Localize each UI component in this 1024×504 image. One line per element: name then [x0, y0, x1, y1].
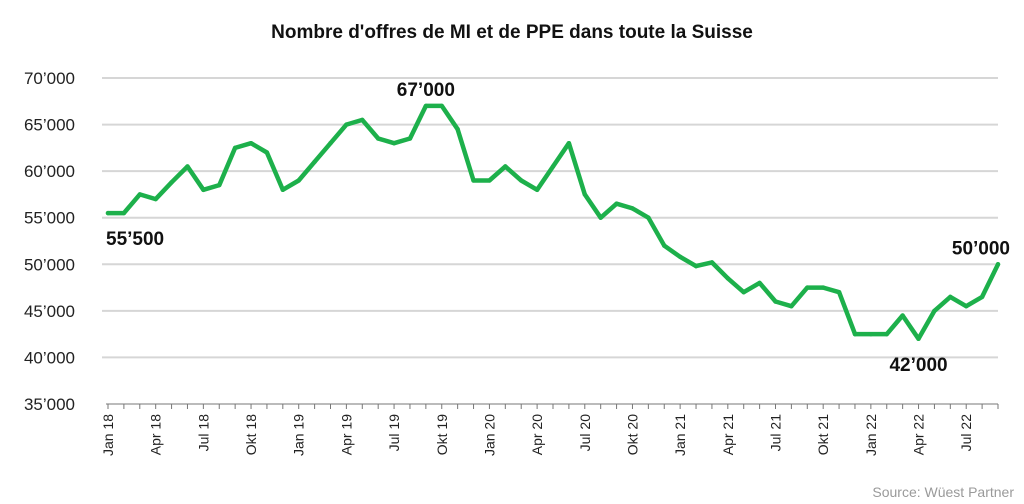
data-point — [614, 201, 619, 206]
data-point — [328, 141, 333, 146]
data-point — [217, 182, 222, 188]
annotations: 55’500 67’000 42’000 50’000 — [106, 80, 1010, 376]
source-note: Source: Wüest Partner — [872, 484, 1014, 500]
data-point — [344, 122, 349, 127]
data-label: 55’500 — [106, 229, 164, 250]
data-point — [391, 141, 397, 146]
x-tick-label: Okt 18 — [243, 414, 259, 455]
data-point — [137, 192, 142, 197]
data-point — [439, 103, 444, 109]
data-point — [519, 178, 524, 183]
y-tick-label: 70’000 — [24, 69, 75, 88]
data-point — [232, 145, 238, 151]
y-tick-label: 45’000 — [24, 302, 75, 321]
data-point — [487, 178, 492, 183]
data-point — [153, 196, 158, 202]
x-tick-label: Jan 18 — [100, 414, 116, 456]
data-point — [264, 150, 270, 155]
data-point — [677, 254, 683, 260]
data-point — [932, 308, 937, 314]
data-point — [773, 299, 778, 304]
x-tick-label: Jul 19 — [386, 414, 402, 452]
chart-title: Nombre d'offres de MI et de PPE dans tou… — [271, 22, 753, 43]
data-point — [646, 215, 651, 220]
y-axis-tick-labels: 35’000 40’000 45’000 50’000 55’000 60’000 65’0… — [24, 69, 75, 414]
data-point — [884, 331, 889, 337]
data-point — [423, 103, 429, 109]
data-point — [725, 276, 731, 281]
data-point — [868, 331, 874, 337]
x-tick-label: Apr 21 — [720, 414, 736, 455]
data-point — [201, 187, 206, 192]
data-point — [471, 178, 476, 183]
data-point — [550, 164, 556, 169]
data-point — [360, 117, 365, 123]
data-point — [964, 304, 969, 309]
data-point — [105, 210, 111, 216]
x-tick-label: Jan 20 — [481, 414, 497, 456]
x-tick-label: Apr 20 — [529, 414, 545, 455]
data-point — [375, 136, 381, 141]
y-tick-label: 55’000 — [24, 209, 75, 228]
data-point — [503, 164, 508, 169]
x-tick-label: Okt 21 — [815, 414, 831, 455]
data-point — [248, 141, 254, 146]
x-tick-label: Jul 22 — [958, 414, 974, 452]
x-tick-label: Jul 21 — [768, 414, 784, 452]
data-point — [662, 243, 667, 248]
data-point — [820, 285, 826, 290]
x-tick-label: Apr 19 — [338, 414, 354, 455]
data-point — [948, 294, 953, 300]
x-axis-tick-labels: Jan 18 Apr 18 Jul 18 Okt 18 Jan 19 Apr 19 Jul … — [100, 414, 974, 456]
series-layer — [105, 103, 1001, 342]
data-point — [185, 164, 190, 169]
data-point — [900, 313, 905, 318]
data-point — [789, 304, 794, 309]
data-point — [979, 294, 985, 300]
data-label: 67’000 — [397, 80, 455, 101]
x-tick-label: Jul 18 — [195, 414, 211, 452]
data-point — [805, 285, 810, 290]
data-point — [407, 136, 413, 141]
data-point — [741, 290, 746, 295]
data-point — [836, 290, 842, 295]
gridlines — [102, 77, 998, 359]
y-tick-label: 60’000 — [24, 162, 75, 181]
data-point — [916, 336, 921, 341]
y-tick-label: 35’000 — [24, 395, 75, 414]
data-point — [630, 206, 635, 211]
data-point — [312, 159, 317, 165]
data-label: 42’000 — [889, 355, 947, 376]
y-tick-label: 65’000 — [24, 116, 75, 135]
data-point — [169, 180, 174, 185]
data-point — [121, 210, 127, 216]
x-tick-label: Okt 20 — [624, 414, 640, 455]
data-label: 50’000 — [952, 238, 1010, 259]
data-point — [566, 141, 572, 146]
data-point — [280, 187, 286, 192]
data-point — [296, 178, 301, 183]
x-tick-label: Apr 18 — [148, 414, 164, 455]
y-tick-label: 40’000 — [24, 348, 75, 367]
x-tick-label: Jan 19 — [291, 414, 307, 456]
x-tick-label: Okt 19 — [434, 414, 450, 455]
x-tick-label: Jul 20 — [577, 414, 593, 452]
data-point — [455, 127, 460, 132]
data-point — [582, 192, 587, 197]
data-point — [693, 263, 699, 269]
data-point — [995, 262, 1001, 267]
data-point — [852, 331, 858, 337]
x-tick-label: Jan 22 — [863, 414, 879, 456]
x-tick-label: Jan 21 — [672, 414, 688, 456]
data-point — [757, 280, 762, 286]
series-line — [105, 103, 1001, 342]
x-axis — [106, 403, 999, 409]
data-point — [598, 215, 603, 220]
data-point — [709, 260, 715, 265]
x-tick-label: Apr 22 — [911, 414, 927, 455]
data-point — [534, 187, 540, 192]
y-tick-label: 50’000 — [24, 255, 75, 274]
